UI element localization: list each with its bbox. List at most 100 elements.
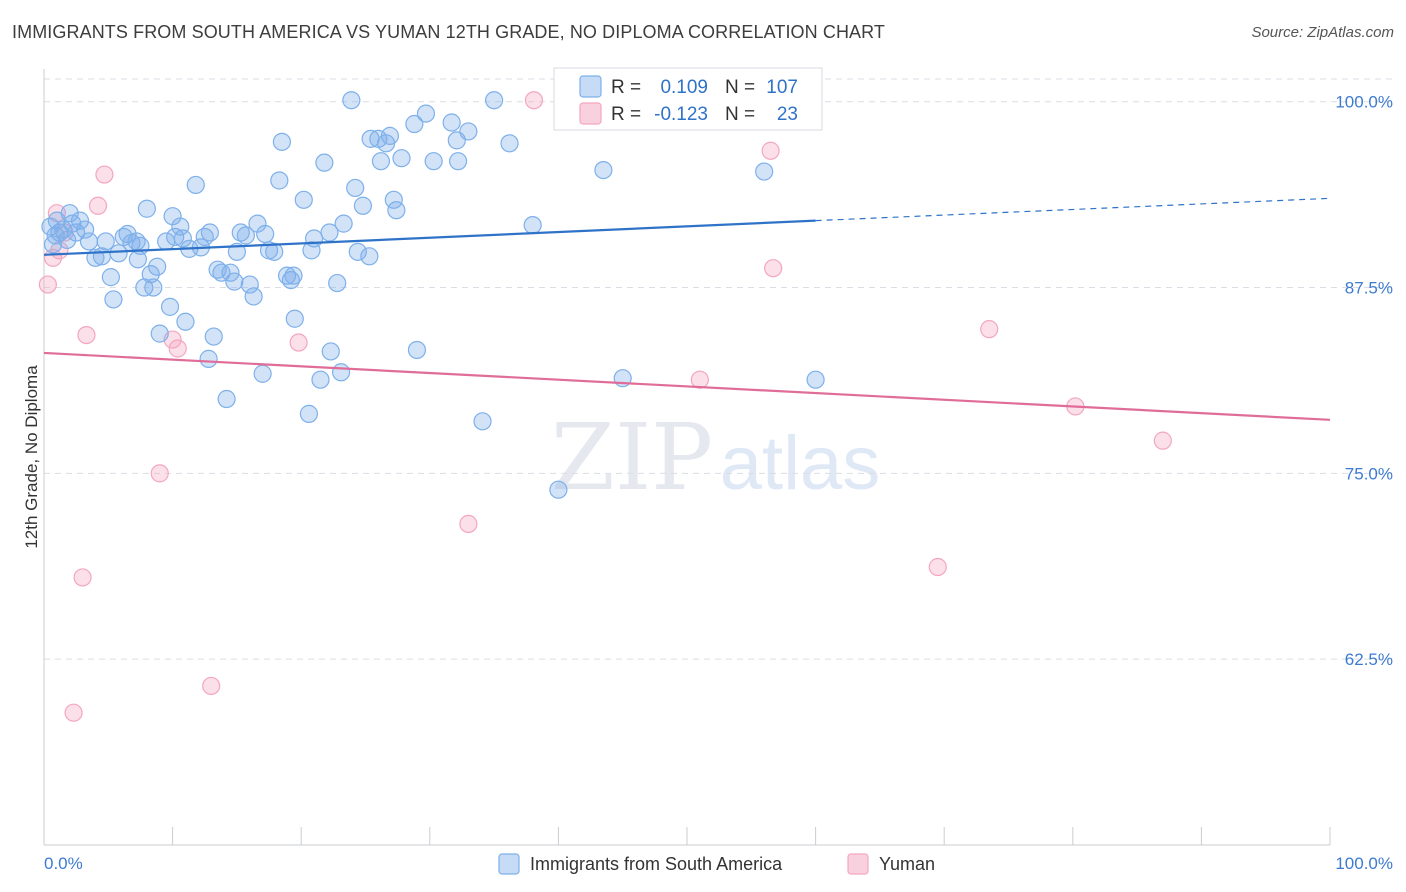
- south-america-point: [70, 211, 90, 230]
- bottom-legend-swatch-pink: [847, 853, 869, 875]
- yuman-point: [980, 320, 999, 339]
- south-america-point: [320, 223, 339, 242]
- south-america-point: [285, 309, 304, 328]
- south-america-point: [244, 287, 263, 306]
- y-tick-label: 62.5%: [1345, 650, 1393, 669]
- south-america-point: [256, 224, 275, 244]
- correlation-legend: R = 0.109 N = 107 R = -0.123 N = 23: [553, 67, 823, 131]
- x-tick-label-min: 0.0%: [44, 854, 83, 873]
- south-america-point: [231, 223, 250, 242]
- south-america-point: [594, 160, 613, 180]
- legend-r-label-1: R =: [611, 77, 641, 98]
- south-america-point: [485, 91, 504, 110]
- south-america-point: [221, 263, 240, 282]
- yuman-point: [38, 275, 57, 294]
- south-america-point: [299, 404, 319, 423]
- south-america-point: [265, 242, 284, 261]
- south-america-point: [240, 275, 259, 294]
- south-america-point: [270, 171, 289, 190]
- south-america-point: [225, 272, 244, 291]
- yuman-point: [690, 370, 709, 389]
- bottom-legend-label-1: Immigrants from South America: [530, 854, 783, 874]
- legend-swatch-pink: [579, 102, 602, 125]
- watermark-atlas: atlas: [720, 421, 881, 506]
- south-america-point: [315, 153, 334, 172]
- south-america-point: [405, 114, 424, 134]
- south-america-point: [424, 152, 443, 171]
- south-america-point: [92, 247, 111, 266]
- south-america-point: [407, 340, 427, 360]
- watermark-zip: ZIP: [551, 404, 713, 511]
- y-tick-label: 100.0%: [1335, 93, 1393, 112]
- yuman-point: [64, 703, 83, 722]
- yuman-trend-line: [43, 351, 1331, 421]
- series-south-america-points: [41, 91, 825, 499]
- bottom-legend-label-2: Yuman: [879, 854, 935, 874]
- yuman-point: [764, 259, 783, 278]
- south-america-point: [236, 226, 256, 245]
- south-america-point: [387, 201, 406, 220]
- south-america-point: [328, 273, 347, 293]
- south-america-point: [294, 190, 313, 209]
- south-america-point: [806, 370, 825, 389]
- south-america-point: [166, 227, 185, 247]
- south-america-point: [109, 244, 128, 263]
- chart-title: IMMIGRANTS FROM SOUTH AMERICA VS YUMAN 1…: [12, 22, 886, 42]
- south-america-point: [171, 217, 190, 236]
- south-america-point: [96, 232, 115, 251]
- south-america-point: [186, 175, 205, 195]
- yuman-point: [202, 676, 221, 696]
- yuman-point: [95, 165, 114, 184]
- legend-n-value-1: 107: [766, 77, 798, 98]
- south-america-point: [253, 364, 272, 383]
- legend-swatch-blue: [579, 75, 602, 98]
- legend-r-value-1: 0.109: [660, 77, 708, 98]
- legend-n-label-1: N =: [725, 77, 755, 98]
- yuman-point: [77, 325, 96, 345]
- x-tick-label-max: 100.0%: [1335, 854, 1393, 873]
- south-america-point: [150, 324, 169, 343]
- south-america-point: [342, 91, 361, 110]
- south-america-point: [176, 312, 195, 331]
- yuman-point: [459, 514, 478, 533]
- legend-n-value-2: 23: [777, 104, 798, 125]
- south-america-point: [473, 412, 492, 431]
- south-america-point: [144, 278, 163, 297]
- south-america-point: [60, 204, 79, 223]
- yuman-point: [88, 196, 108, 215]
- south-america-point: [204, 327, 223, 346]
- south-america-point: [392, 149, 411, 168]
- yuman-point: [761, 141, 780, 160]
- legend-r-value-2: -0.123: [654, 104, 708, 125]
- south-america-point: [311, 370, 330, 389]
- yuman-point: [168, 339, 187, 358]
- series-legend: Immigrants from South America Yuman: [498, 853, 935, 875]
- south-america-point: [360, 247, 379, 266]
- south-america-point: [217, 389, 236, 409]
- gridlines: [44, 78, 1392, 660]
- south-america-point: [331, 363, 351, 382]
- south-america-point: [500, 134, 519, 153]
- yuman-point: [928, 557, 947, 577]
- south-america-point: [353, 196, 373, 215]
- south-america-trend-line: [43, 219, 816, 256]
- south-america-point: [755, 162, 774, 181]
- south-america-point: [459, 122, 478, 141]
- y-tick-labels: 62.5% 75.0% 87.5% 100.0%: [1335, 93, 1393, 669]
- south-america-point: [549, 480, 568, 499]
- south-america-point: [334, 214, 353, 233]
- yuman-point: [524, 91, 544, 110]
- legend-n-label-2: N =: [725, 104, 755, 125]
- y-tick-label: 75.0%: [1345, 464, 1393, 483]
- yuman-point: [150, 464, 169, 483]
- yuman-point: [1153, 431, 1172, 450]
- y-tick-label: 87.5%: [1345, 279, 1393, 298]
- bottom-legend-swatch-blue: [498, 853, 520, 875]
- legend-r-label-2: R =: [611, 104, 641, 125]
- south-america-point: [272, 132, 292, 151]
- south-america-point: [304, 229, 324, 248]
- south-america-point: [348, 242, 367, 261]
- south-america-point: [371, 152, 391, 171]
- south-america-point: [442, 113, 461, 132]
